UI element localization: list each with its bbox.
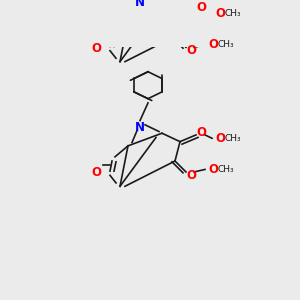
Text: CH₃: CH₃ — [225, 9, 241, 18]
Text: N: N — [135, 121, 145, 134]
Text: CH₃: CH₃ — [218, 40, 234, 49]
Text: O: O — [208, 38, 218, 51]
Text: O: O — [91, 42, 101, 55]
Text: O: O — [186, 169, 196, 182]
Text: O: O — [208, 163, 218, 176]
Text: O: O — [215, 7, 225, 20]
Text: O: O — [196, 1, 206, 14]
Text: O: O — [196, 126, 206, 139]
Text: O: O — [215, 132, 225, 145]
Text: O: O — [91, 166, 101, 179]
Text: CH₃: CH₃ — [225, 134, 241, 143]
Text: O: O — [186, 44, 196, 57]
Text: CH₃: CH₃ — [218, 165, 234, 174]
Text: N: N — [135, 0, 145, 9]
